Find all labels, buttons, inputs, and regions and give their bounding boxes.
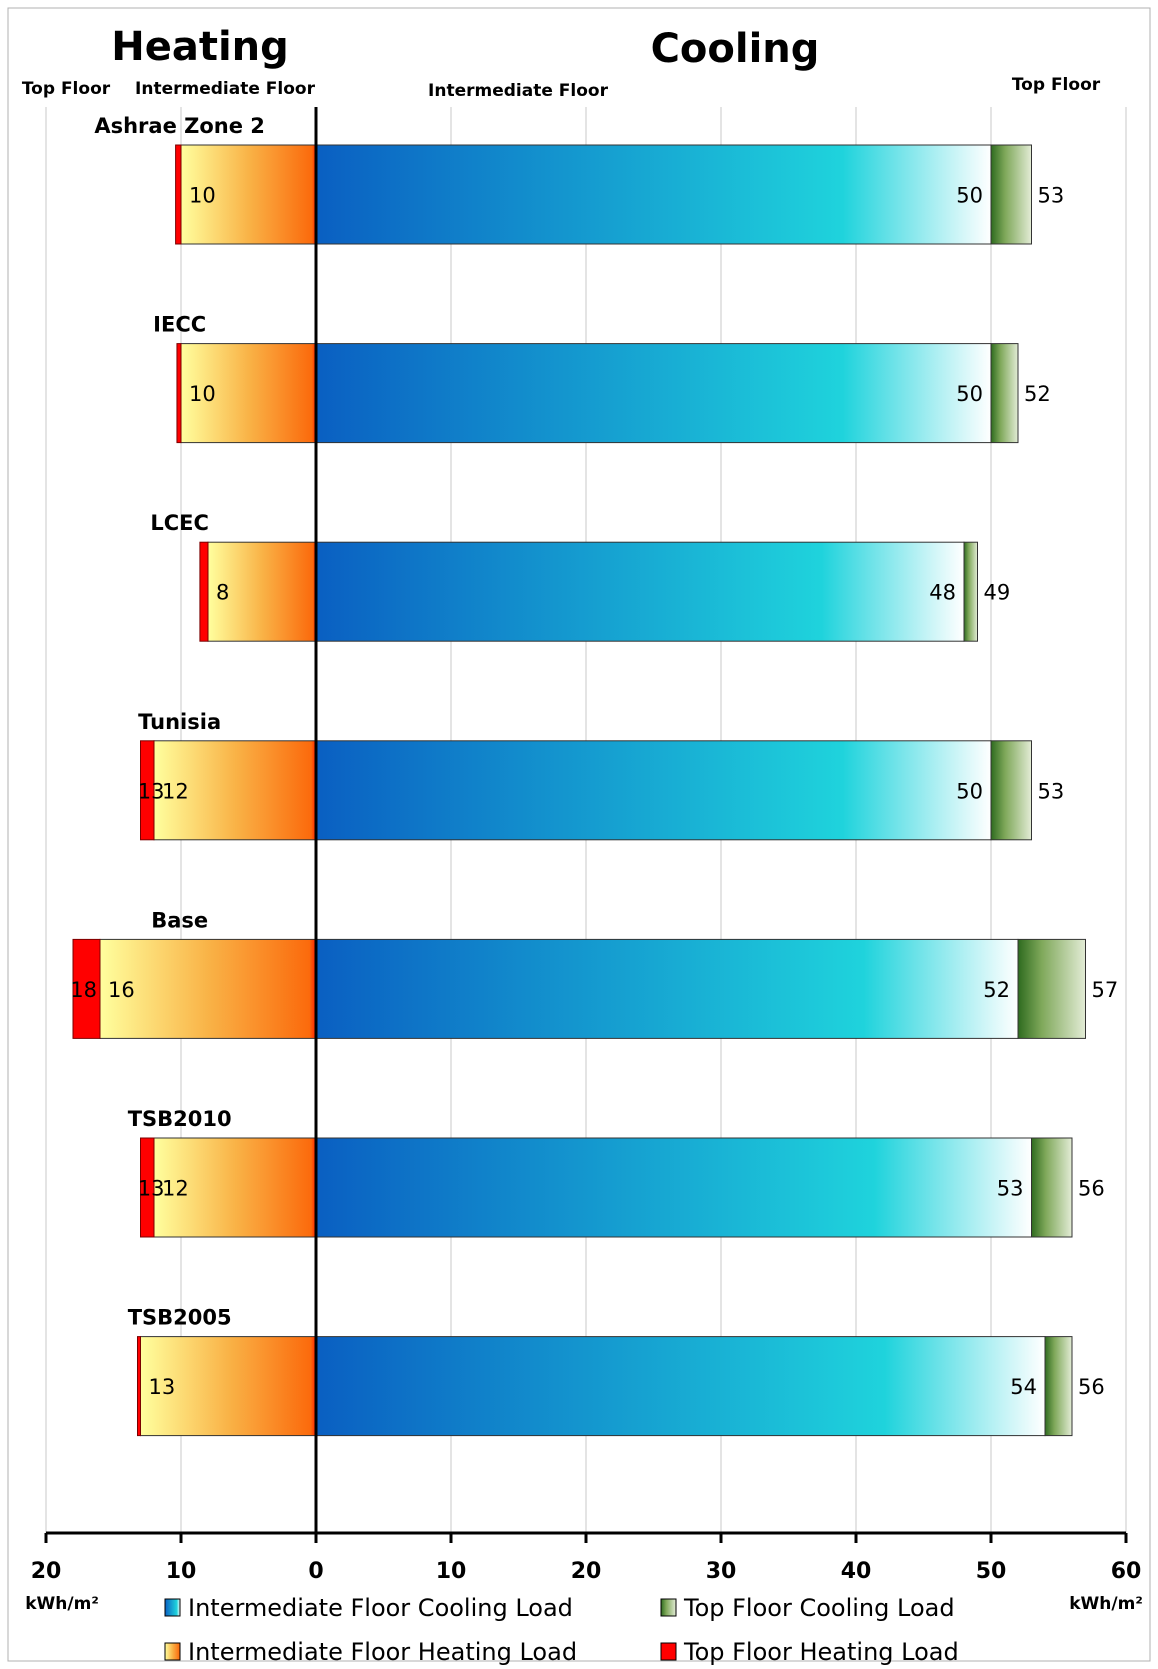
bar-cooling-intermediate <box>315 541 965 642</box>
bar-cooling-top <box>990 740 1032 841</box>
subheader-right-intermediate-floor: Intermediate Floor <box>428 81 609 101</box>
category-label: Tunisia <box>138 710 221 734</box>
bar-heating-top <box>140 740 155 841</box>
category-label: IECC <box>153 313 206 337</box>
legend-item-heating-intermediate: Intermediate Floor Heating Load <box>164 1638 577 1666</box>
bar-heating-intermediate <box>153 740 317 841</box>
value-label-cooling-top: 49 <box>984 581 1011 605</box>
legend-swatch-cooling-intermediate <box>164 1598 181 1617</box>
value-label-heating-top: 18 <box>70 978 97 1002</box>
bar-cooling-top <box>1044 1336 1073 1437</box>
cooling-title: Cooling <box>651 26 820 72</box>
value-label-heating-top: 13 <box>138 779 165 803</box>
bar-heating-top <box>72 938 101 1039</box>
value-label-heating-top: 13 <box>138 1177 165 1201</box>
value-label-heating-intermediate: 16 <box>108 978 135 1002</box>
subheader-right-top-floor: Top Floor <box>1012 75 1101 95</box>
value-label-heating-intermediate: 12 <box>162 1177 189 1201</box>
bar-heating-intermediate <box>180 343 317 444</box>
category-label: Ashrae Zone 2 <box>94 114 265 138</box>
bar-cooling-top <box>1031 1137 1073 1238</box>
legend-swatch-heating-intermediate <box>164 1642 181 1661</box>
value-label-cooling-top: 57 <box>1092 978 1119 1002</box>
value-label-heating-intermediate: 12 <box>162 779 189 803</box>
x-tick-label: 0 <box>308 1559 323 1584</box>
value-label-cooling-intermediate: 50 <box>956 779 983 803</box>
value-label-heating-intermediate: 13 <box>149 1375 176 1399</box>
x-tick-label: 40 <box>841 1559 872 1584</box>
value-label-cooling-top: 56 <box>1078 1375 1105 1399</box>
x-tick-label: 10 <box>166 1559 197 1584</box>
bar-cooling-intermediate <box>315 343 992 444</box>
value-label-cooling-top: 52 <box>1024 382 1051 406</box>
legend-swatch-heating-top <box>660 1642 677 1661</box>
x-tick-label: 60 <box>1111 1559 1142 1584</box>
category-label: Base <box>151 908 208 932</box>
value-label-heating-intermediate: 10 <box>189 184 216 208</box>
x-tick-label: 20 <box>571 1559 602 1584</box>
legend: Intermediate Floor Cooling Load Top Floo… <box>164 1594 959 1666</box>
bar-cooling-intermediate <box>315 1137 1032 1238</box>
unit-left: kWh/m² <box>25 1594 99 1614</box>
legend-item-cooling-top: Top Floor Cooling Load <box>660 1594 955 1622</box>
bar-cooling-intermediate <box>315 938 1019 1039</box>
x-tick-label: 20 <box>31 1559 62 1584</box>
bar-heating-intermediate <box>153 1137 317 1238</box>
legend-item-cooling-intermediate: Intermediate Floor Cooling Load <box>164 1594 573 1622</box>
bar-heating-top <box>199 541 209 642</box>
bar-cooling-top <box>963 541 978 642</box>
value-label-cooling-intermediate: 50 <box>956 382 983 406</box>
heating-title: Heating <box>111 24 289 70</box>
bar-cooling-intermediate <box>315 144 992 245</box>
bar-cooling-intermediate <box>315 740 992 841</box>
bar-cooling-top <box>1017 938 1086 1039</box>
value-label-heating-intermediate: 10 <box>189 382 216 406</box>
legend-label-cooling-intermediate: Intermediate Floor Cooling Load <box>188 1594 573 1622</box>
value-label-heating-intermediate: 8 <box>216 581 229 605</box>
x-axis-ticks: 20 10 0 10 20 30 40 50 60 <box>31 1533 1142 1584</box>
legend-swatch-cooling-top <box>660 1598 677 1617</box>
category-label: LCEC <box>150 511 209 535</box>
bar-cooling-top <box>990 343 1019 444</box>
x-tick-label: 10 <box>436 1559 467 1584</box>
bar-heating-top <box>137 1336 141 1437</box>
subheader-left-intermediate-floor: Intermediate Floor <box>135 79 316 99</box>
unit-right: kWh/m² <box>1069 1594 1143 1614</box>
bar-cooling-intermediate <box>315 1336 1046 1437</box>
x-tick-label: 50 <box>976 1559 1007 1584</box>
subheader-left-top-floor: Top Floor <box>22 79 111 99</box>
legend-label-cooling-top: Top Floor Cooling Load <box>683 1594 955 1622</box>
value-label-cooling-intermediate: 50 <box>956 184 983 208</box>
legend-item-heating-top: Top Floor Heating Load <box>660 1638 959 1666</box>
value-label-cooling-top: 56 <box>1078 1177 1105 1201</box>
legend-label-heating-intermediate: Intermediate Floor Heating Load <box>188 1638 577 1666</box>
bar-heating-top <box>140 1137 155 1238</box>
value-label-cooling-top: 53 <box>1038 779 1065 803</box>
x-tick-label: 30 <box>706 1559 737 1584</box>
category-label: TSB2005 <box>128 1306 232 1330</box>
value-label-cooling-intermediate: 48 <box>929 581 956 605</box>
value-label-cooling-intermediate: 52 <box>983 978 1010 1002</box>
bar-heating-top <box>175 144 182 245</box>
bar-cooling-top <box>990 144 1032 245</box>
value-label-cooling-top: 53 <box>1038 184 1065 208</box>
bar-heating-intermediate <box>207 541 317 642</box>
category-label: TSB2010 <box>128 1107 232 1131</box>
bars: Ashrae Zone 2 50 53 10 IECC 50 52 10 LCEC 48 49 8 Tu… <box>70 114 1119 1437</box>
bar-heating-top <box>176 343 182 444</box>
legend-label-heating-top: Top Floor Heating Load <box>683 1638 959 1666</box>
value-label-cooling-intermediate: 53 <box>997 1177 1024 1201</box>
value-label-cooling-intermediate: 54 <box>1010 1375 1037 1399</box>
